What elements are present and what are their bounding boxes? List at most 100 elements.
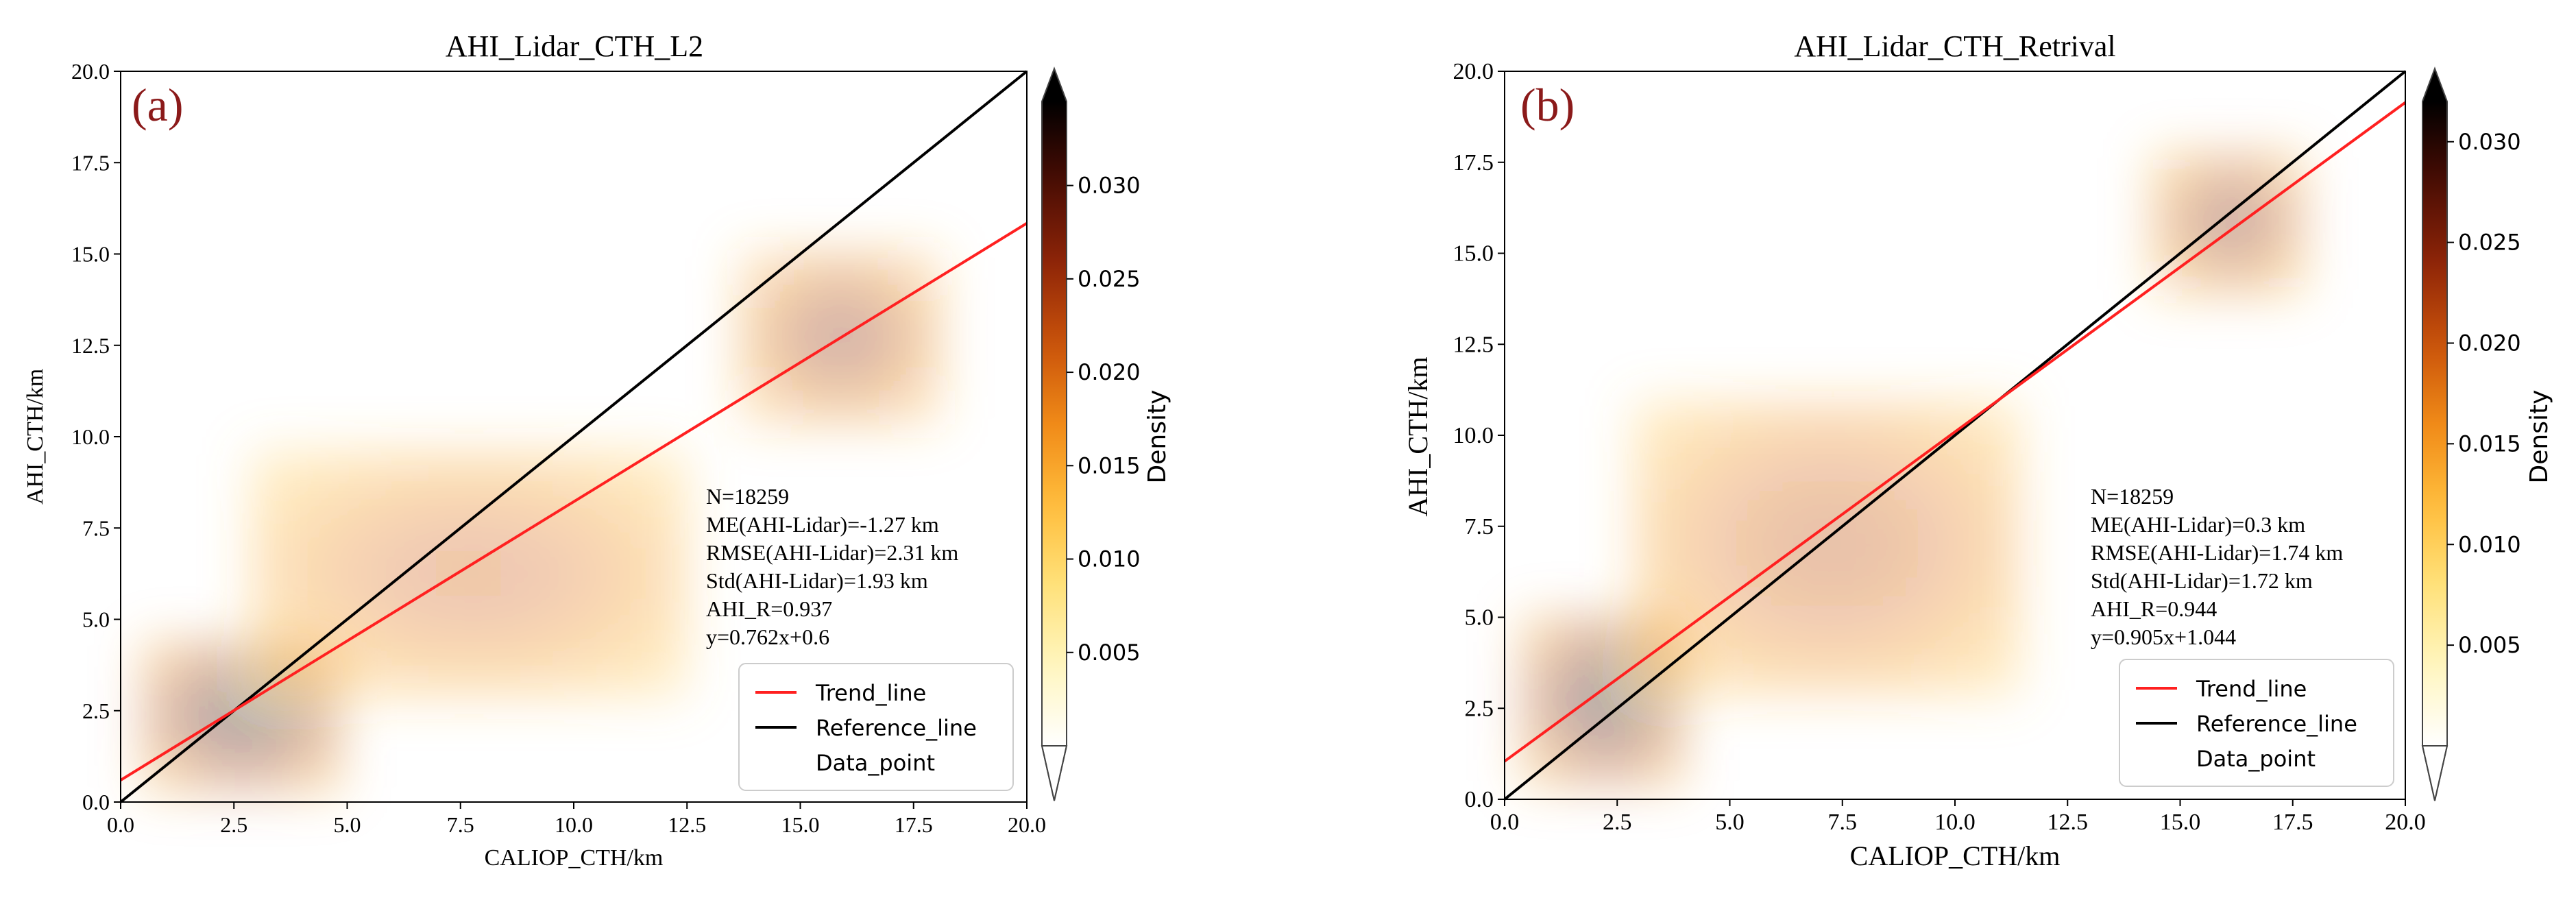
density-cell <box>417 489 426 498</box>
density-cell <box>523 659 532 668</box>
density-cell <box>370 650 379 659</box>
panel-b-panel-label: (b) <box>1520 79 1575 131</box>
density-cell <box>1682 600 1691 609</box>
density-cell <box>488 526 496 535</box>
density-cell <box>1705 638 1714 647</box>
density-cell <box>1636 676 1644 685</box>
density-cell <box>1764 620 1773 629</box>
density-cell <box>895 385 903 394</box>
density-cell <box>238 773 247 782</box>
density-cell <box>777 404 786 413</box>
density-cell <box>847 357 856 366</box>
density-cell <box>1986 544 1995 553</box>
panel-b-legend: Trend_line Reference_line Data_point <box>2119 659 2394 787</box>
density-cell <box>2165 210 2174 219</box>
density-cell <box>1846 572 1855 581</box>
density-cell <box>1952 657 1960 666</box>
density-cell <box>1846 676 1855 685</box>
density-cell <box>1917 439 1925 448</box>
density-cell <box>1928 525 1937 533</box>
density-cell <box>1647 430 1656 439</box>
density-cell <box>500 526 509 535</box>
density-cell <box>1881 638 1890 647</box>
density-cell <box>1975 430 1984 439</box>
density-cell <box>2247 181 2256 190</box>
density-cell <box>405 583 414 592</box>
density-cell <box>1581 757 1590 766</box>
density-cell <box>311 460 320 469</box>
density-cell <box>323 669 332 678</box>
density-cell <box>1647 478 1656 486</box>
density-cell <box>2010 411 2019 420</box>
density-cell <box>382 479 391 488</box>
density-cell <box>788 338 797 347</box>
y-tick-label: 7.5 <box>1465 514 1494 539</box>
density-cell <box>1752 468 1761 477</box>
density-cell <box>812 338 821 347</box>
density-cell <box>1558 729 1567 738</box>
x-tick-label: 17.5 <box>2272 810 2313 835</box>
density-cell <box>523 679 532 688</box>
density-cell <box>1905 591 1913 600</box>
density-cell <box>226 716 234 725</box>
density-cell <box>287 507 296 516</box>
density-cell <box>511 688 520 697</box>
density-cell <box>252 564 261 573</box>
stats-line: y=0.905x+1.044 <box>2091 624 2236 649</box>
density-cell <box>1858 430 1867 439</box>
density-cell <box>2200 257 2209 266</box>
density-cell <box>488 669 496 678</box>
density-cell <box>641 574 650 583</box>
density-cell <box>653 688 661 697</box>
density-cell <box>311 603 320 611</box>
density-cell <box>618 631 627 640</box>
density-cell <box>1663 729 1672 738</box>
density-cell <box>812 300 821 309</box>
density-cell <box>1998 439 2007 448</box>
density-cell <box>1740 525 1749 533</box>
density-cell <box>1846 439 1855 448</box>
density-cell <box>511 470 520 478</box>
density-cell <box>441 612 450 621</box>
density-cell <box>1616 777 1625 786</box>
density-cell <box>1647 581 1656 590</box>
density-cell <box>359 659 367 668</box>
density-cell <box>1581 616 1590 624</box>
density-cell <box>1975 610 1984 619</box>
density-cell <box>276 612 284 621</box>
density-cell <box>1534 749 1543 757</box>
density-cell <box>320 707 329 716</box>
density-cell <box>1823 411 1832 420</box>
density-cell <box>765 385 774 394</box>
density-cell <box>1869 478 1878 486</box>
density-cell <box>1869 449 1878 458</box>
density-cell <box>1764 534 1773 543</box>
density-cell <box>511 555 520 564</box>
density-cell <box>1675 777 1684 786</box>
density-cell <box>476 536 485 545</box>
density-cell <box>788 414 797 423</box>
density-cell <box>2282 238 2291 247</box>
density-cell <box>1811 411 1820 420</box>
density-cell <box>1869 591 1878 600</box>
density-cell <box>1928 459 1937 468</box>
density-cell <box>441 564 450 573</box>
density-cell <box>1940 600 1949 609</box>
density-cell <box>1605 672 1614 681</box>
density-cell <box>594 450 603 459</box>
density-cell <box>1593 616 1602 624</box>
density-cell <box>1963 685 1972 694</box>
density-cell <box>320 745 329 754</box>
density-cell <box>1764 525 1773 533</box>
density-cell <box>1705 439 1714 448</box>
stats-line: RMSE(AHI-Lidar)=1.74 km <box>2091 540 2343 565</box>
density-cell <box>417 688 426 697</box>
density-cell <box>765 300 774 309</box>
density-cell <box>594 507 603 516</box>
density-cell <box>276 470 284 478</box>
density-cell <box>264 546 273 555</box>
density-cell <box>2212 228 2221 237</box>
density-cell <box>393 622 402 631</box>
density-cell <box>1616 654 1625 662</box>
density-cell <box>1705 459 1714 468</box>
